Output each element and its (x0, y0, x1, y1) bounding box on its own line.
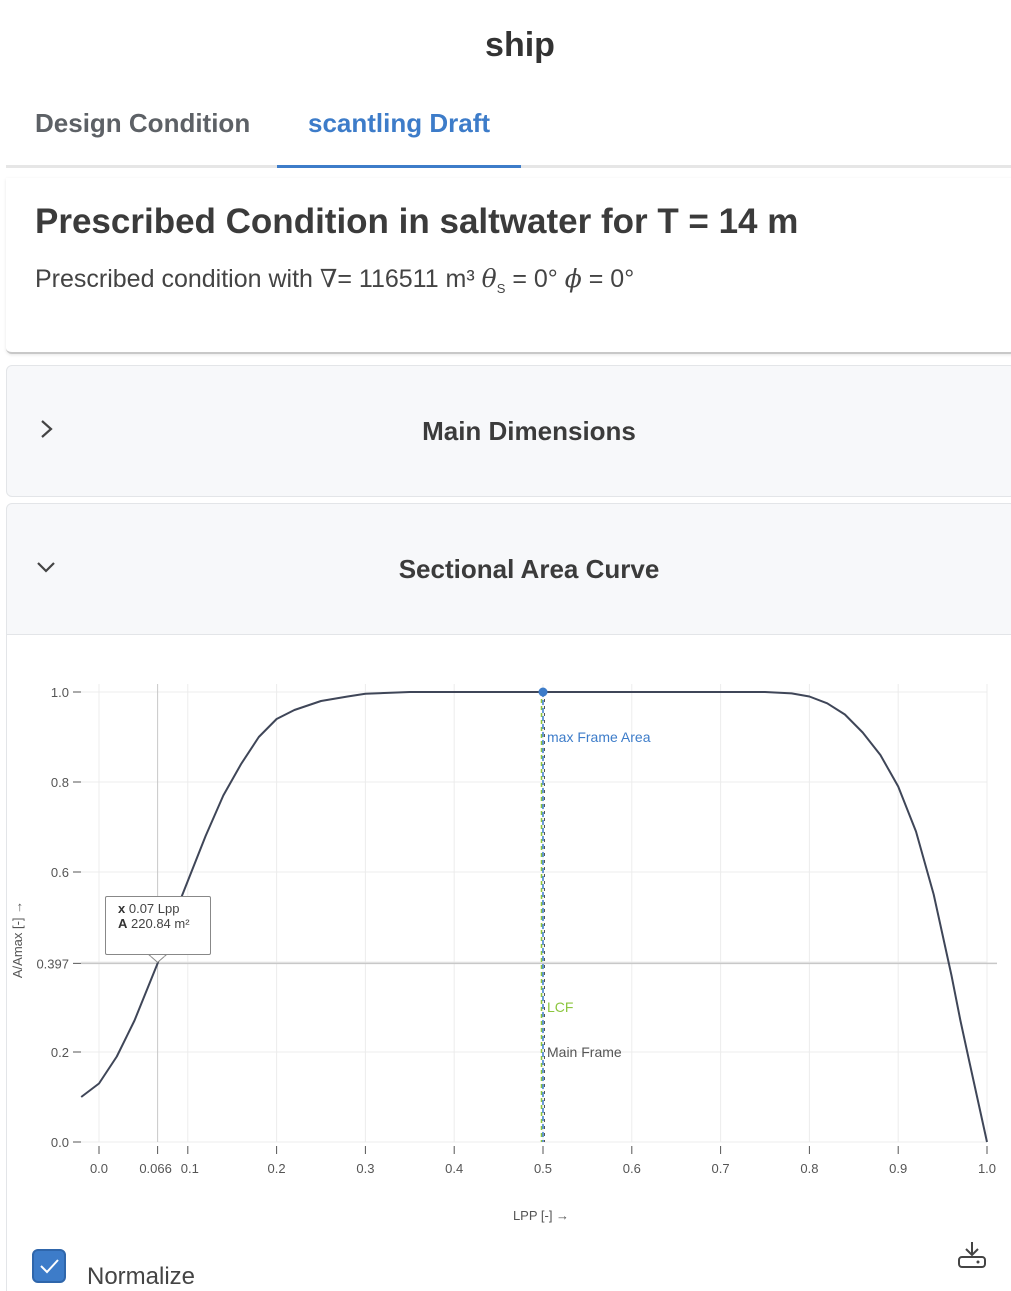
x-tick-label: 0.1 (181, 1161, 199, 1176)
lcf-label: LCF (547, 999, 573, 1015)
heel-symbol: θ (481, 264, 497, 293)
sectional-area-panel-header[interactable]: Sectional Area Curve (6, 503, 1011, 635)
y-tick-label: 0.0 (51, 1135, 69, 1150)
x-tick-label: 0.066 (139, 1161, 172, 1176)
download-icon[interactable] (955, 1239, 989, 1273)
condition-prefix: Prescribed condition with (35, 265, 313, 293)
x-tick-label: 0.9 (889, 1161, 907, 1176)
chevron-right-icon (41, 420, 53, 438)
volume-symbol: ∇ (319, 264, 338, 293)
x-tick-label: 0.3 (356, 1161, 374, 1176)
y-axis-label: A/Amax [-] → (10, 901, 25, 978)
volume-value: = 116511 m³ (337, 265, 475, 293)
x-tick-label: 0.4 (445, 1161, 463, 1176)
chart-tooltip: x 0.07 Lpp A 220.84 m² (105, 896, 211, 955)
x-axis-label: LPP [-] → (513, 1208, 569, 1223)
sectional-area-chart[interactable]: 0.0 0.2 0.397 0.6 0.8 1.0 0.0 0.066 0.1 0.2 0.3 0.4… (7, 635, 1011, 1235)
main-dimensions-title: Main Dimensions (422, 416, 636, 446)
x-tick-label: 0.5 (534, 1161, 552, 1176)
heel-value: = 0° (512, 265, 558, 293)
max-frame-area-label: max Frame Area (547, 729, 651, 745)
check-icon (40, 1259, 59, 1274)
x-tick-label: 0.2 (268, 1161, 286, 1176)
active-tab-indicator (277, 165, 521, 168)
x-tick-label: 0.6 (623, 1161, 641, 1176)
tooltip-x-row: x 0.07 Lpp (118, 901, 180, 916)
sectional-area-panel-body: 0.0 0.2 0.397 0.6 0.8 1.0 0.0 0.066 0.1 0.2 0.3 0.4… (6, 635, 1011, 1291)
condition-card: Prescribed Condition in saltwater for T … (6, 178, 1011, 354)
y-tick-label: 0.397 (36, 956, 69, 971)
x-tick-label: 0.0 (90, 1161, 108, 1176)
tab-scantling-draft[interactable]: scantling Draft (307, 108, 491, 138)
max-area-point (538, 687, 548, 697)
heel-subscript: S (496, 281, 506, 296)
condition-title: Prescribed Condition in saltwater for T … (35, 202, 799, 241)
y-tick-label: 1.0 (51, 685, 69, 700)
sectional-area-title: Sectional Area Curve (398, 554, 660, 584)
condition-summary: Prescribed condition with ∇= 116511 m³ θ… (35, 264, 634, 296)
normalize-label: Normalize (87, 1263, 196, 1290)
tab-bar: Design Condition scantling Draft (6, 100, 1011, 168)
app-title: ship (485, 26, 555, 64)
sectional-area-curve (80, 691, 988, 1143)
x-tick-label: 0.7 (712, 1161, 730, 1176)
trim-value: = 0° (588, 265, 635, 293)
y-tick-label: 0.8 (51, 775, 69, 790)
x-tick-label: 0.8 (800, 1161, 818, 1176)
y-tick-label: 0.2 (51, 1045, 69, 1060)
x-tick-label: 1.0 (978, 1161, 996, 1176)
tab-design-condition[interactable]: Design Condition (35, 108, 251, 138)
main-frame-label: Main Frame (547, 1044, 622, 1060)
y-tick-label: 0.6 (51, 865, 69, 880)
tooltip-a-row: A 220.84 m² (118, 916, 190, 931)
trim-symbol: ϕ (564, 264, 582, 293)
tooltip-pointer (148, 954, 167, 964)
chevron-down-icon (37, 562, 55, 573)
main-dimensions-panel[interactable]: Main Dimensions (6, 365, 1011, 497)
normalize-checkbox[interactable] (32, 1249, 66, 1283)
